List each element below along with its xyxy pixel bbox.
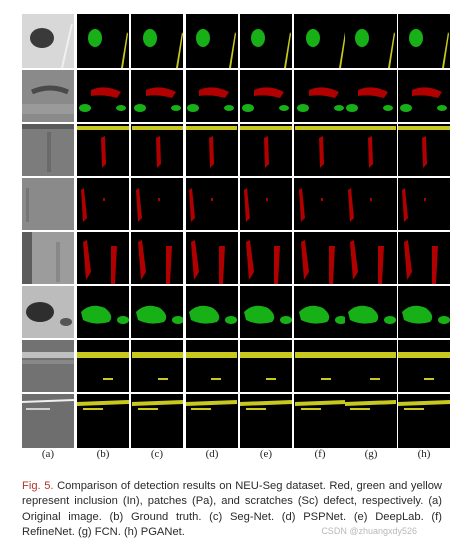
original-image-row-6: [22, 286, 74, 338]
segmentation-result-row-5-col-d: [186, 232, 238, 284]
segmentation-result-row-2-col-g: [345, 70, 397, 122]
segmentation-result-row-6-col-g: [345, 286, 397, 338]
segmentation-result-row-8-col-b: [77, 394, 129, 448]
figure-number: Fig. 5.: [22, 480, 54, 492]
segmentation-result-row-4-col-e: [240, 178, 292, 230]
segmentation-result-row-3-col-f: [294, 124, 346, 176]
original-image-row-4: [22, 178, 74, 230]
segmentation-result-row-3-col-e: [240, 124, 292, 176]
caption-text: Comparison of detection results on NEU-S…: [22, 480, 442, 539]
segmentation-result-row-7-col-c: [131, 340, 183, 392]
segmentation-result-row-3-col-c: [131, 124, 183, 176]
segmentation-result-row-8-col-d: [186, 394, 238, 448]
column-label-a: (a): [41, 448, 55, 460]
segmentation-result-row-4-col-b: [77, 178, 129, 230]
segmentation-result-row-5-col-f: [294, 232, 346, 284]
segmentation-result-row-3-col-g: [345, 124, 397, 176]
segmentation-result-row-7-col-h: [398, 340, 450, 392]
segmentation-result-row-5-col-c: [131, 232, 183, 284]
segmentation-result-row-6-col-f: [294, 286, 346, 338]
segmentation-result-row-5-col-e: [240, 232, 292, 284]
original-image-row-3: [22, 124, 74, 176]
column-label-b: (b): [96, 448, 110, 460]
segmentation-result-row-8-col-c: [131, 394, 183, 448]
segmentation-result-row-3-col-b: [77, 124, 129, 176]
column-label-h: (h): [417, 448, 431, 460]
segmentation-result-row-2-col-c: [131, 70, 183, 122]
segmentation-result-row-7-col-g: [345, 340, 397, 392]
original-image-row-5: [22, 232, 74, 284]
segmentation-result-row-4-col-h: [398, 178, 450, 230]
segmentation-result-row-2-col-f: [294, 70, 346, 122]
column-label-e: (e): [259, 448, 273, 460]
original-image-row-1: [22, 14, 74, 68]
original-image-row-2: [22, 70, 74, 122]
segmentation-result-row-1-col-b: [77, 14, 129, 68]
figure-caption: Fig. 5. Comparison of detection results …: [22, 479, 442, 541]
segmentation-result-row-4-col-c: [131, 178, 183, 230]
segmentation-result-row-2-col-b: [77, 70, 129, 122]
watermark: CSDN @zhuangxdy526: [321, 526, 417, 536]
segmentation-result-row-8-col-h: [398, 394, 450, 448]
column-label-c: (c): [150, 448, 164, 460]
segmentation-result-row-2-col-d: [186, 70, 238, 122]
segmentation-result-row-1-col-d: [186, 14, 238, 68]
segmentation-result-row-6-col-c: [131, 286, 183, 338]
segmentation-result-row-1-col-g: [345, 14, 397, 68]
column-label-d: (d): [205, 448, 219, 460]
segmentation-result-row-2-col-h: [398, 70, 450, 122]
column-label-g: (g): [364, 448, 378, 460]
segmentation-result-row-7-col-d: [186, 340, 238, 392]
segmentation-result-row-6-col-b: [77, 286, 129, 338]
segmentation-result-row-5-col-h: [398, 232, 450, 284]
segmentation-result-row-3-col-h: [398, 124, 450, 176]
column-label-f: (f): [314, 448, 326, 460]
segmentation-result-row-6-col-h: [398, 286, 450, 338]
segmentation-result-row-8-col-g: [345, 394, 397, 448]
segmentation-result-row-8-col-e: [240, 394, 292, 448]
segmentation-result-row-4-col-d: [186, 178, 238, 230]
original-image-row-8: [22, 394, 74, 448]
segmentation-result-row-7-col-e: [240, 340, 292, 392]
segmentation-result-row-1-col-h: [398, 14, 450, 68]
segmentation-result-row-7-col-f: [294, 340, 346, 392]
original-image-row-7: [22, 340, 74, 392]
segmentation-result-row-4-col-g: [345, 178, 397, 230]
segmentation-result-row-4-col-f: [294, 178, 346, 230]
segmentation-result-row-7-col-b: [77, 340, 129, 392]
segmentation-result-row-2-col-e: [240, 70, 292, 122]
segmentation-result-row-6-col-d: [186, 286, 238, 338]
segmentation-result-row-5-col-g: [345, 232, 397, 284]
segmentation-result-row-3-col-d: [186, 124, 238, 176]
segmentation-result-row-1-col-f: [294, 14, 346, 68]
segmentation-result-row-8-col-f: [294, 394, 346, 448]
segmentation-result-row-1-col-e: [240, 14, 292, 68]
segmentation-result-row-5-col-b: [77, 232, 129, 284]
segmentation-result-row-6-col-e: [240, 286, 292, 338]
segmentation-result-row-1-col-c: [131, 14, 183, 68]
